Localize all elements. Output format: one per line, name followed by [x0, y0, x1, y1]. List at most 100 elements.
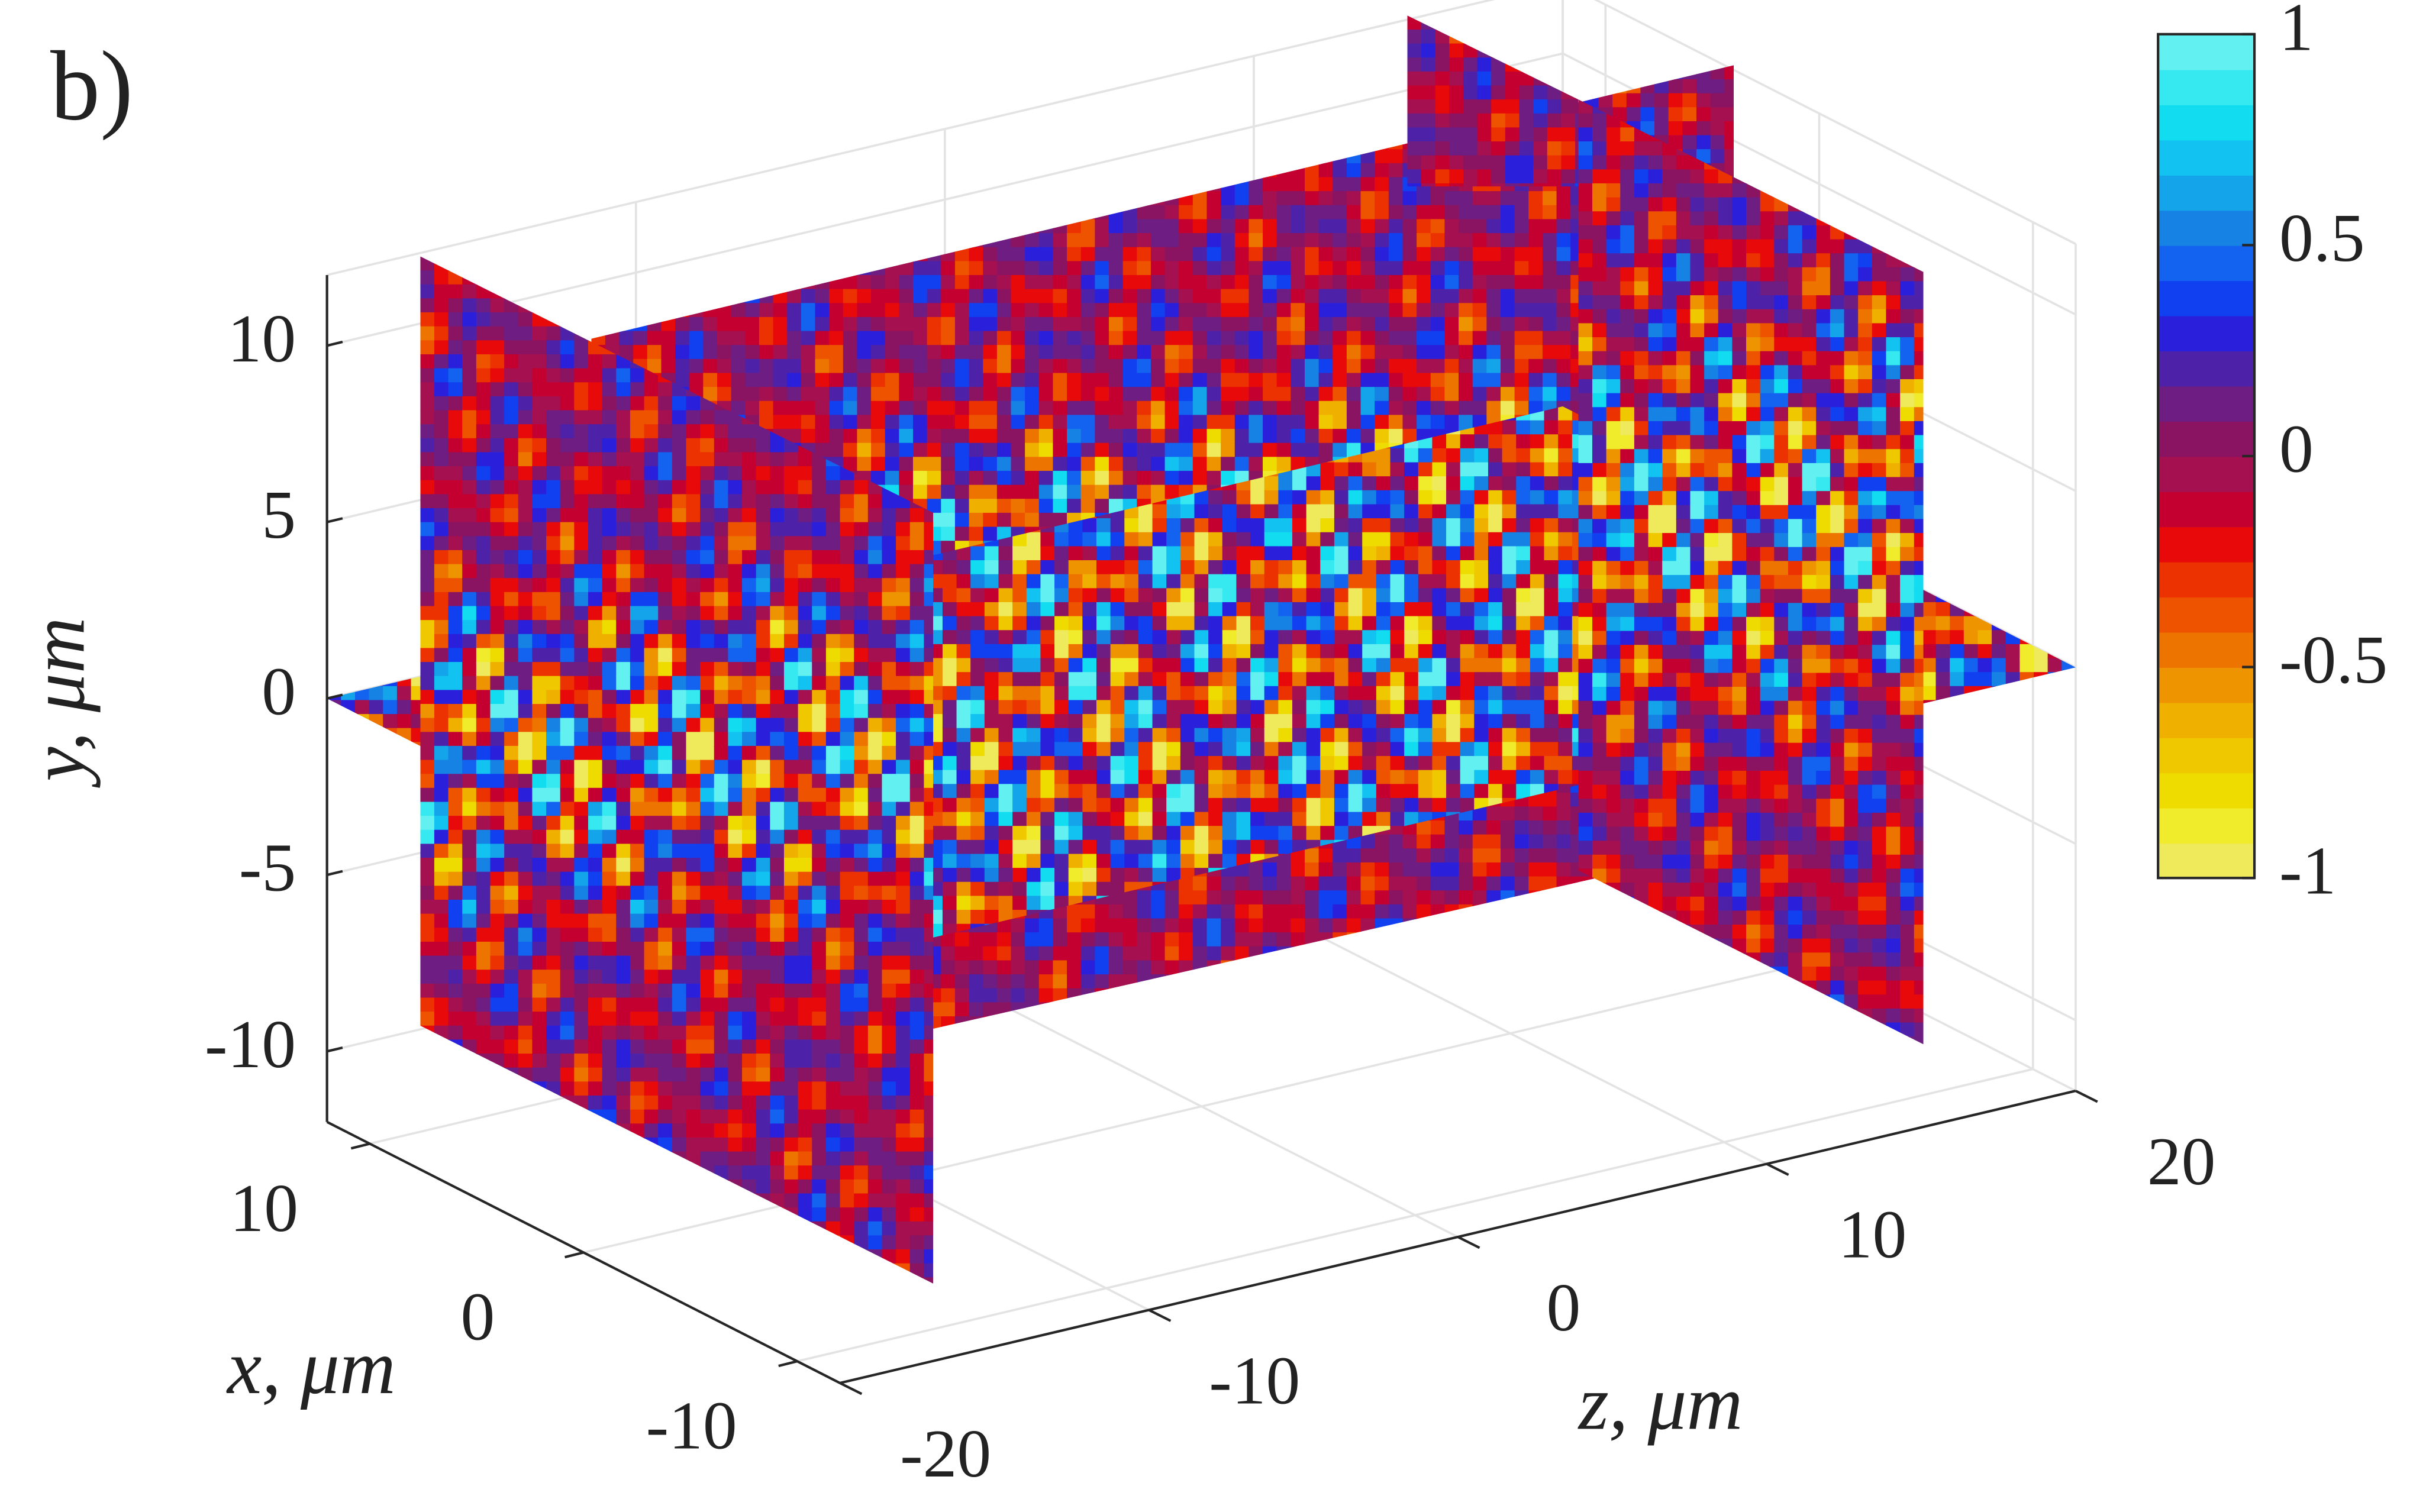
slice-cell — [1137, 1016, 1152, 1032]
slice-cell — [983, 261, 998, 276]
slice-cell — [759, 373, 775, 388]
slice-cell — [996, 429, 1012, 444]
slice-cell — [913, 484, 928, 500]
slice-cell — [843, 93, 859, 108]
slice-cell — [1263, 890, 1278, 906]
slice-cell — [1472, 1072, 1488, 1087]
slice-cell — [969, 442, 984, 458]
slice-cell — [1444, 974, 1460, 990]
slice-cell — [745, 121, 760, 137]
slice-cell — [703, 135, 718, 150]
slice-cell — [1108, 904, 1124, 920]
slice-cell — [1164, 988, 1180, 1003]
slice-cell — [1388, 904, 1404, 920]
slice-cell — [591, 247, 606, 262]
slice-cell — [1417, 274, 1432, 290]
slice-cell — [1053, 988, 1068, 1003]
slice-cell — [815, 233, 830, 248]
slice-cell — [801, 191, 817, 206]
slice-cell — [759, 387, 775, 402]
slice-cell — [871, 163, 886, 179]
slice-cell — [1346, 988, 1362, 1003]
slice-cell — [1444, 191, 1460, 206]
slice-cell — [1108, 93, 1124, 108]
slice-cell — [954, 400, 970, 416]
slice-cell — [1291, 960, 1306, 975]
slice-cell — [1388, 303, 1404, 318]
slice-cell — [1472, 1100, 1488, 1107]
slice-cell — [1249, 261, 1264, 276]
slice-cell — [1249, 107, 1264, 122]
slice-cell — [1444, 415, 1460, 430]
slice-cell — [1206, 457, 1222, 472]
slice-cell — [1360, 191, 1376, 206]
slice-cell — [857, 261, 872, 276]
slice-cell — [1053, 470, 1068, 486]
slice-cell — [941, 358, 956, 374]
slice-cell — [1067, 331, 1082, 346]
slice-cell — [1459, 205, 1474, 220]
slice-cell — [843, 107, 859, 122]
slice-cell — [1291, 429, 1306, 444]
slice-cell — [591, 163, 606, 179]
slice-cell — [1122, 107, 1138, 122]
slice-cell — [1206, 470, 1222, 486]
slice-cell — [1444, 1100, 1460, 1107]
slice-cell — [1067, 1002, 1082, 1017]
slice-cell — [1249, 960, 1264, 975]
slice-cell — [1276, 316, 1292, 332]
slice-cell — [1276, 946, 1292, 962]
slice-cell — [731, 331, 746, 346]
slice-cell — [1164, 191, 1180, 206]
slice-cell — [1053, 484, 1068, 500]
x-axis-label: x, μm — [226, 1324, 396, 1410]
slice-cell — [1276, 289, 1292, 304]
slice-cell — [1221, 946, 1236, 962]
slice-cell — [885, 274, 900, 290]
slice-cell — [1249, 274, 1264, 290]
slice-cell — [1038, 988, 1054, 1003]
slice-cell — [1192, 261, 1208, 276]
slice-cell — [1346, 79, 1362, 95]
slice-cell — [801, 261, 817, 276]
slice-cell — [1304, 932, 1320, 948]
slice-cell — [941, 499, 956, 514]
slice-cell — [1444, 918, 1460, 933]
slice-cell — [1346, 1044, 1362, 1059]
slice-cell — [1192, 233, 1208, 248]
slice-cell — [1263, 974, 1278, 990]
slice-cell — [1402, 289, 1418, 304]
slice-cell — [1164, 918, 1180, 933]
slice-cell — [591, 303, 606, 318]
slice-cell — [633, 177, 649, 192]
slice-cell — [815, 163, 830, 179]
slice-cell — [1179, 191, 1194, 206]
slice-cell — [591, 149, 606, 164]
slice-cell — [1122, 1016, 1138, 1032]
slice-cell — [843, 79, 859, 95]
slice-cell — [1263, 331, 1278, 346]
slice-cell — [1249, 1100, 1264, 1107]
slice-cell — [1137, 163, 1152, 179]
slice-cell — [1318, 974, 1334, 990]
slice-cell — [913, 65, 928, 80]
slice-cell — [619, 107, 634, 122]
slice-cell — [983, 932, 998, 948]
slice-cell — [703, 107, 718, 122]
slice-cell — [1417, 820, 1432, 836]
slice-cell — [857, 442, 872, 458]
slice-cell — [983, 1086, 998, 1101]
slice-cell — [1417, 918, 1432, 933]
slice-cell — [927, 149, 942, 164]
slice-cell — [1486, 876, 1502, 891]
slice-cell — [759, 93, 775, 108]
slice-cell — [1011, 932, 1026, 948]
slice-cell — [1459, 918, 1474, 933]
slice-cell — [1346, 1002, 1362, 1017]
slice-cell — [1164, 65, 1180, 80]
slice-cell — [1444, 274, 1460, 290]
slice-cell — [1276, 149, 1292, 164]
slice-cell — [996, 373, 1012, 388]
slice-cell — [1150, 107, 1166, 122]
slice-cell — [983, 946, 998, 962]
